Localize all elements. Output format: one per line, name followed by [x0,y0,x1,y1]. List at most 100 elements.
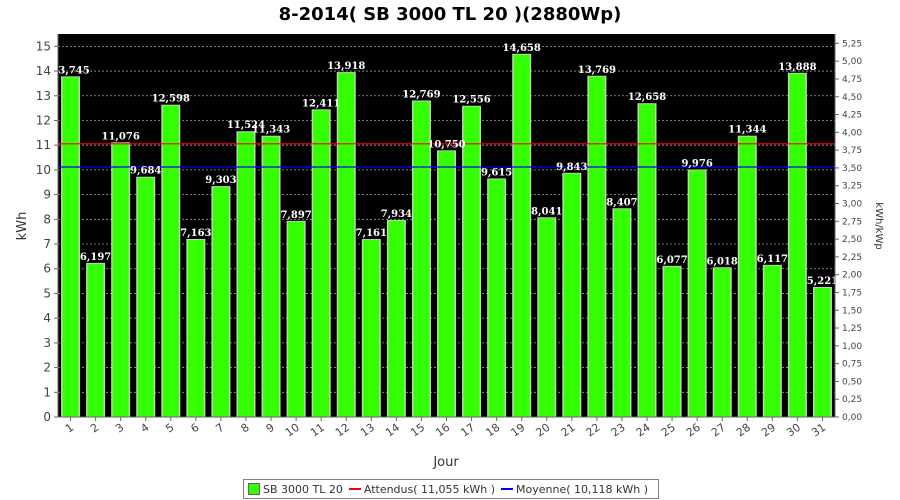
x-tick-label: 31 [809,421,828,440]
x-tick-label: 18 [483,421,502,440]
bar [463,106,480,417]
x-tick-label: 2 [88,421,101,436]
y2-tick-label: 2,00 [842,271,862,281]
bar-value-label: 7,161 [356,228,387,239]
x-tick-label: 6 [188,421,201,436]
bar [137,177,154,417]
bar [237,132,254,418]
x-tick-label: 3 [113,421,126,436]
y2-tick-label: 3,50 [842,164,862,174]
y2-tick-label: 0,00 [842,413,862,423]
bar [313,110,330,418]
legend: SB 3000 TL 20 Attendus( 11,055 kWh ) Moy… [243,479,660,499]
x-tick-label: 30 [784,421,803,440]
y-tick-label: 6 [43,262,51,276]
legend-label-series: SB 3000 TL 20 [263,482,343,496]
x-tick-label: 1 [63,421,76,436]
bar-value-label: 11,524 [227,120,265,131]
legend-swatch-icon [248,483,260,495]
bar-value-label: 11,343 [252,125,290,136]
x-tick-label: 17 [458,421,477,440]
x-tick-label: 10 [283,421,302,440]
data-labels: 13,745 6,197 11,076 9,684 12,598 7,163 9,303 11… [51,43,838,287]
bar-value-label: 12,769 [402,89,440,100]
x-tick-label: 26 [684,421,703,440]
bar [212,187,229,417]
bar-value-label: 8,407 [606,197,637,208]
y-tick-label: 13 [36,89,51,103]
bar [613,209,630,417]
reference-lines [58,143,835,168]
y-tick-label: 12 [36,113,51,127]
bar-value-label: 6,077 [656,255,687,266]
y-tick-label: 9 [43,188,51,202]
bar [664,266,681,417]
bar [112,143,129,417]
x-tick-label: 13 [358,421,377,440]
bar-value-label: 8,041 [531,206,562,217]
bar-value-label: 7,163 [180,228,211,239]
y2-tick-label: 1,00 [842,342,862,352]
bar-value-label: 13,745 [51,65,89,76]
y2-tick-label: 0,25 [842,395,862,405]
bar-value-label: 13,888 [778,62,816,73]
y2-tick-label: 5,00 [842,57,862,67]
y2-tick-label: 2,75 [842,217,862,227]
bar [739,136,756,417]
legend-red-line-icon [348,488,361,490]
y2-tick-label: 2,50 [842,235,862,245]
bar-value-label: 12,411 [302,98,340,109]
y-tick-label: 4 [43,311,51,325]
bar-value-label: 13,769 [578,65,616,76]
y2-axis: 0,00 0,25 0,50 0,75 1,00 1,25 1,50 1,75 2,00 2,25… [834,34,862,423]
bar-value-label: 12,556 [452,95,490,106]
bar [263,136,280,417]
y2-tick-label: 2,25 [842,253,862,263]
y2-tick-label: 3,00 [842,200,862,210]
bar [338,73,355,418]
y2-tick-label: 1,50 [842,306,862,316]
bar-value-label: 6,197 [80,252,111,263]
y-tick-label: 15 [36,39,51,53]
bar-value-label: 5,221 [807,276,838,287]
y-tick-label: 7 [43,237,51,251]
legend-item-average: Moyenne( 10,118 kWh ) [501,483,648,496]
bar [714,268,731,417]
x-tick-label: 7 [213,421,226,436]
x-axis: 1 2 3 4 5 6 7 8 9 10 11 12 13 14 15 16 17 18 19 20 21 22 23 24 2… [58,416,835,440]
y-tick-label: 2 [43,361,51,375]
y2-tick-label: 0,75 [842,360,862,370]
x-tick-label: 5 [163,421,176,436]
bar-value-label: 12,658 [628,92,666,103]
bar [388,220,405,417]
bar [87,263,104,417]
bar-value-label: 9,684 [130,166,161,177]
bar-value-label: 6,018 [707,256,738,267]
bar [438,151,455,417]
bar [764,265,781,417]
legend-item-series: SB 3000 TL 20 [248,483,343,496]
y-tick-label: 5 [43,286,51,300]
bar-value-label: 14,658 [503,43,541,54]
x-axis-label: Jour [432,455,459,470]
x-tick-label: 23 [609,421,628,440]
y2-tick-label: 1,75 [842,288,862,298]
x-tick-label: 16 [433,421,452,440]
y2-tick-label: 3,25 [842,182,862,192]
legend-label-expected: Attendus( 11,055 kWh ) [363,482,496,496]
chart-title: 8-2014( SB 3000 TL 20 )(2880Wp) [278,4,622,25]
y-tick-label: 8 [43,212,51,226]
bar-value-label: 9,303 [205,175,236,186]
x-tick-label: 22 [584,421,603,440]
y2-tick-label: 4,50 [842,93,862,103]
y-tick-label: 11 [36,138,51,152]
y2-tick-label: 1,25 [842,324,862,334]
bar [639,104,656,417]
bar-value-label: 9,976 [681,158,712,169]
y2-tick-label: 3,75 [842,146,862,156]
bar-value-label: 9,615 [481,167,512,178]
x-tick-label: 14 [383,421,402,440]
y-tick-label: 3 [43,336,51,350]
y2-tick-label: 4,00 [842,128,862,138]
